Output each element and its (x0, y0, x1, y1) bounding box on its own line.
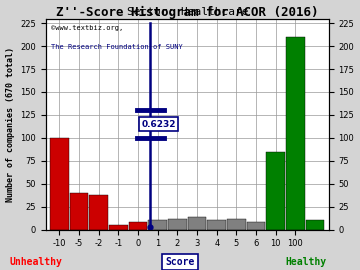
Text: The Research Foundation of SUNY: The Research Foundation of SUNY (51, 44, 183, 50)
Text: 0.6232: 0.6232 (141, 120, 176, 129)
Bar (306, 220, 324, 230)
Title: Z''-Score Histogram for ACOR (2016): Z''-Score Histogram for ACOR (2016) (56, 6, 319, 19)
Bar (70, 193, 89, 230)
Text: Healthy: Healthy (285, 257, 327, 267)
Bar (266, 151, 285, 230)
Text: Unhealthy: Unhealthy (10, 257, 62, 267)
Bar (129, 222, 148, 230)
Bar (168, 218, 187, 230)
Bar (148, 220, 167, 230)
Bar (109, 225, 128, 230)
Bar (89, 195, 108, 230)
Bar (286, 37, 305, 230)
Bar (50, 138, 69, 230)
Text: ©www.textbiz.org,: ©www.textbiz.org, (51, 25, 123, 31)
Bar (247, 222, 265, 230)
Bar (188, 217, 206, 229)
Text: Score: Score (165, 257, 195, 267)
Y-axis label: Number of companies (670 total): Number of companies (670 total) (5, 47, 14, 202)
Text: Sector: Healthcare: Sector: Healthcare (126, 6, 248, 16)
Bar (227, 218, 246, 230)
Bar (207, 220, 226, 230)
